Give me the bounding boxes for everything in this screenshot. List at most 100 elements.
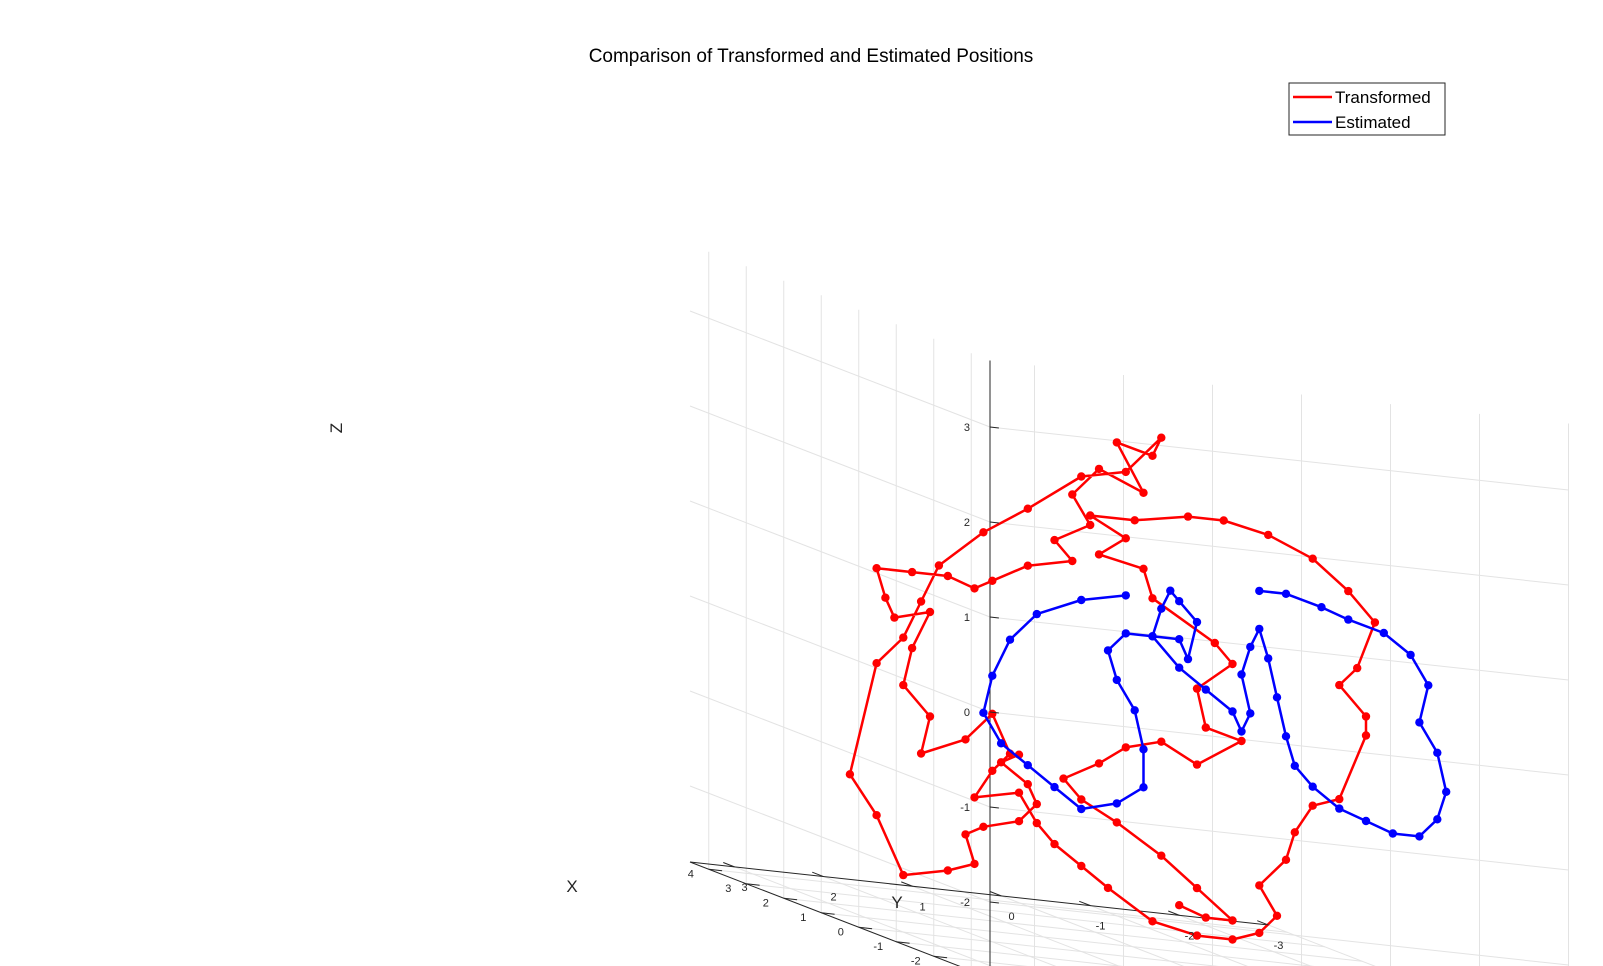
data-point-transformed	[1183, 512, 1193, 521]
data-point-estimated	[1237, 670, 1246, 679]
data-point-estimated	[1175, 635, 1184, 644]
data-point-estimated	[996, 739, 1006, 748]
z-tick-mark	[989, 711, 999, 714]
x-tick-mark	[933, 955, 948, 959]
data-point-transformed	[899, 680, 908, 690]
series-transformed	[845, 433, 1380, 944]
data-point-estimated	[1246, 642, 1255, 652]
data-point-transformed	[988, 766, 997, 775]
data-point-estimated	[1281, 732, 1291, 741]
data-point-estimated	[1379, 628, 1389, 638]
data-point-transformed	[970, 859, 979, 869]
data-point-transformed	[916, 749, 926, 758]
data-point-transformed	[1210, 638, 1220, 648]
data-point-transformed	[1068, 556, 1077, 566]
data-point-transformed	[1335, 794, 1344, 804]
data-point-transformed	[1237, 736, 1246, 746]
gridline-side-z	[689, 785, 991, 903]
data-point-transformed	[1032, 799, 1042, 809]
data-point-estimated	[988, 671, 997, 680]
gridline-floor-x	[896, 941, 1124, 966]
data-point-estimated	[1335, 804, 1344, 813]
data-point-transformed	[1014, 817, 1024, 826]
gridline-back-z	[989, 426, 1569, 491]
data-point-estimated	[1192, 617, 1202, 627]
data-point-transformed	[1112, 438, 1122, 447]
data-point-estimated	[1023, 761, 1032, 770]
data-point-transformed	[1130, 516, 1139, 525]
data-point-transformed	[934, 561, 944, 570]
data-point-transformed	[1228, 659, 1237, 669]
data-point-estimated	[1157, 604, 1166, 613]
data-point-transformed	[1050, 535, 1059, 545]
data-point-estimated	[1308, 782, 1317, 791]
data-point-transformed	[1077, 861, 1086, 871]
x-tick-label: -2	[911, 955, 921, 966]
data-point-transformed	[1023, 780, 1032, 789]
data-point-transformed	[1148, 451, 1157, 460]
data-point-estimated	[1415, 718, 1424, 727]
data-point-transformed	[961, 830, 970, 839]
z-tick-label: -1	[960, 802, 970, 814]
data-point-estimated	[1175, 597, 1184, 606]
gridline-floor-y	[912, 885, 1121, 966]
x-tick-mark	[821, 912, 835, 915]
gridline-side-z	[689, 310, 991, 428]
data-point-transformed	[1192, 883, 1202, 893]
data-point-transformed	[979, 528, 988, 537]
gridline-back-z	[989, 616, 1569, 681]
z-tick-label: 1	[964, 612, 970, 624]
gridline-back-z	[989, 521, 1569, 586]
data-point-transformed	[1121, 534, 1131, 543]
gridline-back-z	[989, 711, 1569, 776]
legend: Transformed Estimated	[1288, 82, 1446, 136]
data-point-transformed	[1086, 511, 1095, 520]
data-point-transformed	[988, 576, 997, 585]
z-tick-mark	[989, 806, 999, 809]
y-tick-label: 1	[919, 901, 925, 913]
gridline-floor-x	[708, 868, 1288, 933]
data-point-estimated	[1121, 591, 1131, 600]
data-point-transformed	[872, 659, 881, 668]
x-tick-mark	[708, 868, 723, 872]
gridline-side-z	[689, 690, 991, 808]
data-point-estimated	[1264, 654, 1273, 663]
data-point-estimated	[1255, 624, 1264, 634]
data-point-estimated	[1255, 586, 1264, 596]
data-point-estimated	[1442, 787, 1451, 796]
data-point-estimated	[1201, 685, 1211, 694]
z-tick-mark	[989, 426, 999, 429]
data-point-estimated	[1139, 783, 1148, 792]
data-point-transformed	[890, 613, 899, 622]
data-point-transformed	[1148, 594, 1157, 603]
data-point-estimated	[1361, 816, 1371, 826]
data-series	[845, 433, 1451, 944]
data-point-transformed	[996, 758, 1006, 767]
series-line-estimated	[982, 589, 1448, 838]
data-point-transformed	[1370, 618, 1380, 627]
z-tick-mark	[989, 616, 999, 619]
data-point-estimated	[1317, 603, 1326, 612]
data-point-transformed	[907, 567, 917, 577]
data-point-estimated	[1290, 761, 1300, 770]
y-tick-label: 2	[830, 892, 836, 904]
data-point-estimated	[1433, 815, 1442, 824]
data-point-transformed	[1335, 680, 1344, 690]
data-point-transformed	[925, 712, 935, 721]
data-point-transformed	[1192, 931, 1202, 940]
data-point-estimated	[1112, 799, 1122, 808]
data-point-transformed	[1157, 433, 1166, 442]
data-point-transformed	[1192, 684, 1202, 693]
data-point-transformed	[1228, 935, 1237, 944]
data-point-transformed	[1121, 467, 1131, 477]
data-point-transformed	[988, 709, 997, 718]
data-point-transformed	[979, 822, 988, 831]
data-point-estimated	[1344, 615, 1353, 624]
data-point-transformed	[1344, 586, 1353, 596]
data-point-estimated	[1032, 609, 1042, 619]
gridline-side-z	[689, 500, 991, 618]
data-point-transformed	[1077, 795, 1086, 804]
data-point-transformed	[1255, 881, 1264, 890]
data-point-transformed	[961, 735, 970, 744]
